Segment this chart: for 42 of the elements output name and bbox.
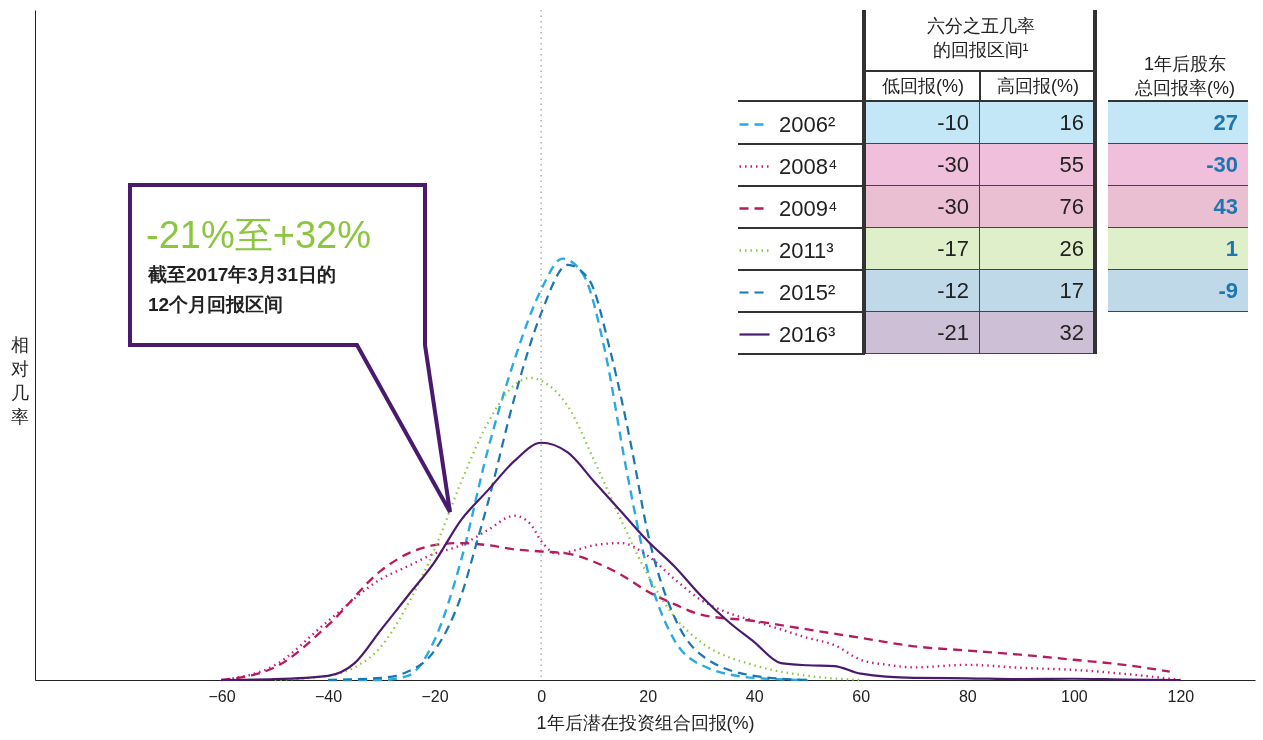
text: 1年后股东总回报率(%) bbox=[1134, 53, 1236, 100]
x-tick-label: 20 bbox=[639, 687, 658, 705]
text: 43 bbox=[1108, 186, 1248, 228]
legend-label: 2008⁴ bbox=[779, 153, 838, 179]
annotation: 12个月回报区间 bbox=[148, 293, 284, 317]
annotation: -9 bbox=[1108, 270, 1248, 312]
x-axis-title: 1年后潜在投资组合回报(%) bbox=[536, 712, 755, 733]
legend-label: 2011³ bbox=[779, 237, 834, 263]
text: -30 bbox=[865, 144, 980, 186]
annotation: -12 bbox=[865, 270, 980, 312]
annotation: 32 bbox=[980, 312, 1095, 354]
text: -21%至+32% bbox=[146, 213, 371, 258]
annotation: -17 bbox=[865, 228, 980, 270]
legend-label: 2009⁴ bbox=[779, 195, 838, 221]
x-tick-label: 60 bbox=[852, 687, 871, 705]
text: -10 bbox=[865, 102, 980, 144]
x-tick-label: 80 bbox=[958, 687, 977, 705]
annotation: 1 bbox=[1108, 228, 1248, 270]
x-tick-label: −20 bbox=[421, 687, 449, 705]
legend-label: 2006² bbox=[779, 111, 836, 137]
text: 高回报(%) bbox=[996, 75, 1080, 98]
legend-label: 2016³ bbox=[779, 321, 836, 347]
x-tick-label: 120 bbox=[1167, 687, 1195, 705]
y-axis-title: 相对几率 bbox=[10, 334, 29, 427]
text: 76 bbox=[980, 186, 1095, 228]
legend-label: 2015² bbox=[779, 279, 836, 305]
x-tick-label: −40 bbox=[314, 687, 343, 705]
annotation: 17 bbox=[980, 270, 1095, 312]
x-tick-label: 100 bbox=[1061, 687, 1088, 705]
text: 六分之五几率的回报区间¹ bbox=[925, 15, 1036, 62]
text: 27 bbox=[1108, 102, 1248, 144]
text: -30 bbox=[1108, 144, 1248, 186]
text: -30 bbox=[865, 186, 980, 228]
x-tick-label: 0 bbox=[537, 687, 547, 705]
text: 低回报(%) bbox=[881, 75, 965, 98]
annotation: 26 bbox=[980, 228, 1095, 270]
annotation: 截至2017年3月31日的 bbox=[148, 263, 336, 287]
x-tick-label: 40 bbox=[745, 687, 764, 705]
x-tick-label: −60 bbox=[208, 687, 236, 705]
text: 16 bbox=[980, 102, 1095, 144]
annotation: -21 bbox=[865, 312, 980, 354]
text: 55 bbox=[980, 144, 1095, 186]
